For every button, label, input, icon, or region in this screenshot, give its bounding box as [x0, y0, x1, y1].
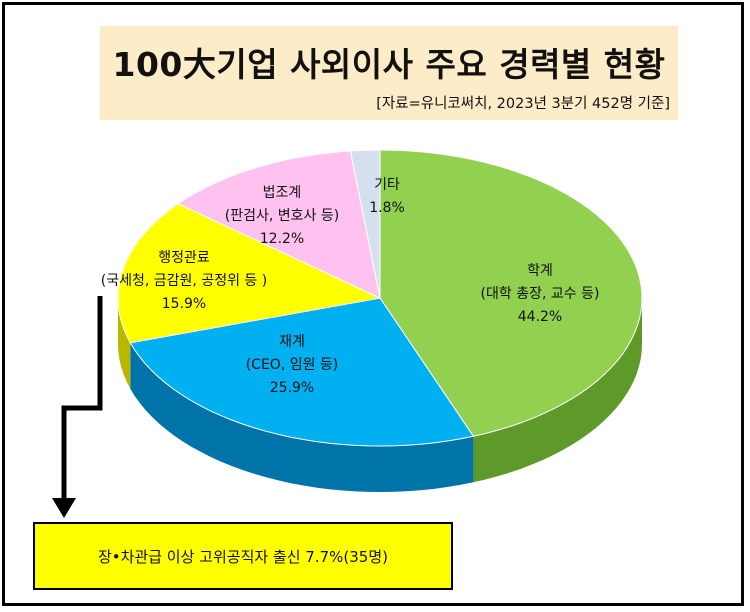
slice-detail-3: (판검사, 변호사 등) — [225, 208, 339, 224]
pie-slice-0 — [379, 149, 643, 437]
slice-side-1 — [130, 342, 474, 492]
chart-title: 100大기업 사외이사 주요 경력별 현황 — [112, 45, 666, 84]
callout-line — [61, 296, 103, 500]
slice-labels: 학계 (대학 총장, 교수 등) 44.2% 재계 (CEO, 임원 등) 25.9% 행정… — [101, 177, 600, 396]
slice-value-3: 12.2% — [260, 231, 304, 247]
callout-note-box: 장•차관급 이상 고위공직자 출신 7.7%(35명) — [33, 522, 453, 590]
callout-arrowhead — [52, 498, 76, 518]
pie-slice-2 — [117, 203, 382, 344]
slice-name-0: 학계 — [527, 263, 553, 279]
pie-slices — [117, 149, 643, 447]
slice-value-0: 44.2% — [518, 309, 562, 325]
slice-value-1: 25.9% — [270, 380, 314, 396]
source-note: [자료=유니코써치, 2023년 3분기 452명 기준] — [376, 96, 670, 112]
slice-side-0 — [473, 298, 642, 483]
callout-note-text: 장•차관급 이상 고위공직자 출신 7.7%(35명) — [97, 548, 389, 566]
slice-value-2: 15.9% — [162, 296, 206, 312]
slice-detail-2: (국세청, 금감원, 공정위 등 ) — [101, 273, 267, 289]
slice-name-4: 기타 — [374, 177, 400, 193]
pie-slice-4 — [349, 149, 381, 299]
slice-name-1: 재계 — [279, 334, 305, 350]
title-banner: 100大기업 사외이사 주요 경력별 현황 [자료=유니코써치, 2023년 3… — [100, 26, 678, 120]
pie-slice-3 — [177, 150, 381, 299]
slice-name-3: 법조계 — [263, 185, 302, 201]
slice-detail-0: (대학 총장, 교수 등) — [481, 286, 600, 302]
pie-slice-1 — [129, 297, 475, 447]
slice-detail-1: (CEO, 임원 등) — [246, 357, 339, 373]
slice-value-4: 1.8% — [369, 200, 405, 216]
slice-name-2: 행정관료 — [158, 250, 210, 266]
callout-arrow — [52, 296, 103, 518]
